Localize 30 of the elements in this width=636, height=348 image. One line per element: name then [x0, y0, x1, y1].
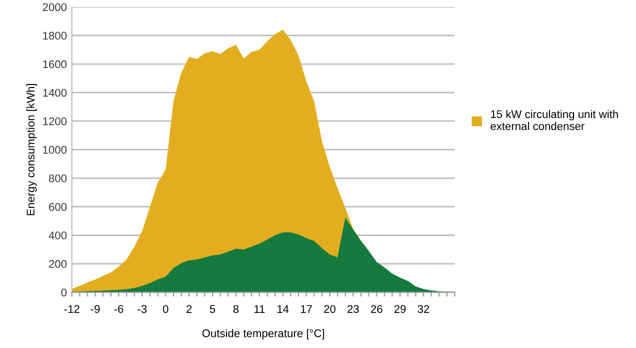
y-tick-label: 2000	[42, 3, 67, 12]
y-axis-title: Energy consumption [kWh]	[26, 84, 37, 216]
y-tick-label: 200	[49, 260, 67, 268]
x-tick-label: -3	[138, 305, 147, 313]
x-tick-label: 2	[186, 305, 192, 313]
y-tick-label: 600	[49, 202, 67, 211]
x-tick-label: 23	[348, 305, 359, 313]
y-tick-label: 1400	[43, 88, 67, 97]
y-tick-label: 800	[48, 174, 67, 182]
x-tick-label: 26	[370, 305, 382, 313]
y-tick-label: 1000	[43, 146, 67, 154]
y-tick-label: 1200	[43, 117, 67, 126]
x-tick-label: 11	[254, 305, 265, 313]
x-tick-label: 32	[418, 305, 430, 313]
y-tick-label: 400	[48, 232, 67, 240]
x-axis-title: Outside temperature [°C]	[202, 329, 324, 340]
x-tick-label: 5	[210, 305, 216, 313]
x-tick-label: 0	[162, 305, 168, 313]
x-tick-label: -6	[114, 305, 124, 313]
y-tick-label: 1600	[43, 60, 67, 68]
x-tick-label: 17	[300, 305, 312, 313]
y-tick-label: 1800	[43, 32, 67, 40]
x-tick-label: 14	[278, 305, 289, 313]
x-tick-label: 29	[394, 305, 406, 313]
x-tick-label: -9	[90, 305, 100, 313]
x-tick-label: 8	[233, 305, 239, 313]
y-tick-label: 0	[61, 288, 67, 296]
legend-label: 15 kW circulating unit with external condenser	[490, 110, 618, 130]
x-tick-label: -12	[64, 305, 80, 313]
x-tick-label: 20	[324, 305, 336, 313]
